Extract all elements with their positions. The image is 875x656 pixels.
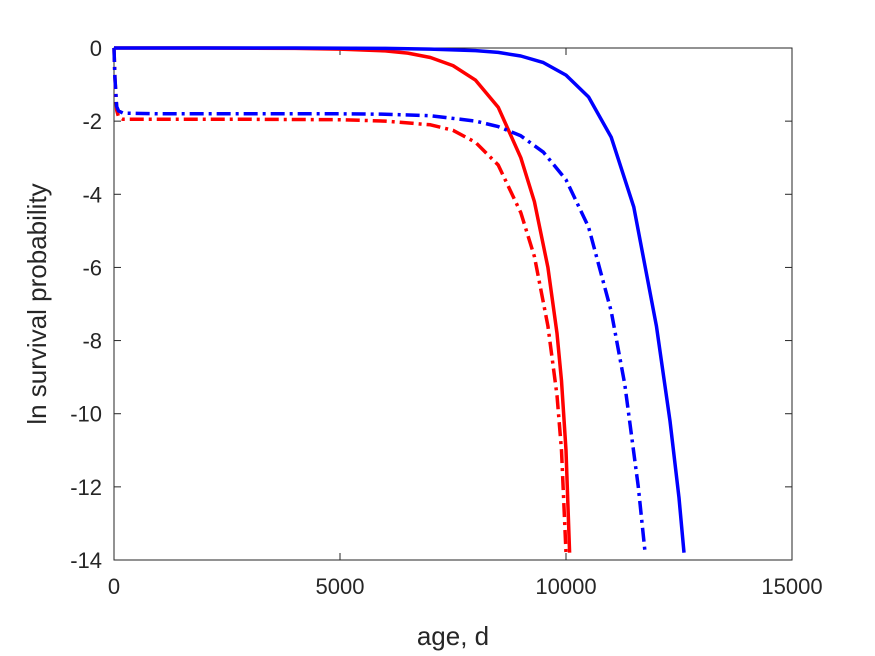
series-line-3-dashdot [112, 47, 568, 553]
plot-area [113, 47, 793, 561]
y-tick-label: -4 [82, 182, 102, 207]
x-tick-label: 15000 [761, 574, 822, 599]
y-ticks: 0 -2 -4 -6 -8 -10 -12 -14 [70, 36, 792, 573]
x-axis-label: age, d [417, 621, 489, 651]
y-axis-label: ln survival probability [22, 183, 52, 424]
y-tick-label: -8 [82, 329, 102, 354]
series-line-4-dashdot [112, 47, 647, 553]
y-tick-label: 0 [90, 36, 102, 61]
x-tick-label: 10000 [535, 574, 596, 599]
x-tick-label: 0 [108, 574, 120, 599]
x-ticks: 0 5000 10000 15000 [108, 48, 823, 599]
series-lines [112, 46, 686, 553]
series-line-2-solid [114, 46, 686, 553]
y-tick-label: -14 [70, 548, 102, 573]
y-tick-label: -10 [70, 402, 102, 427]
y-tick-label: -12 [70, 475, 102, 500]
y-tick-label: -2 [82, 109, 102, 134]
x-tick-label: 5000 [316, 574, 365, 599]
y-tick-label: -6 [82, 255, 102, 280]
